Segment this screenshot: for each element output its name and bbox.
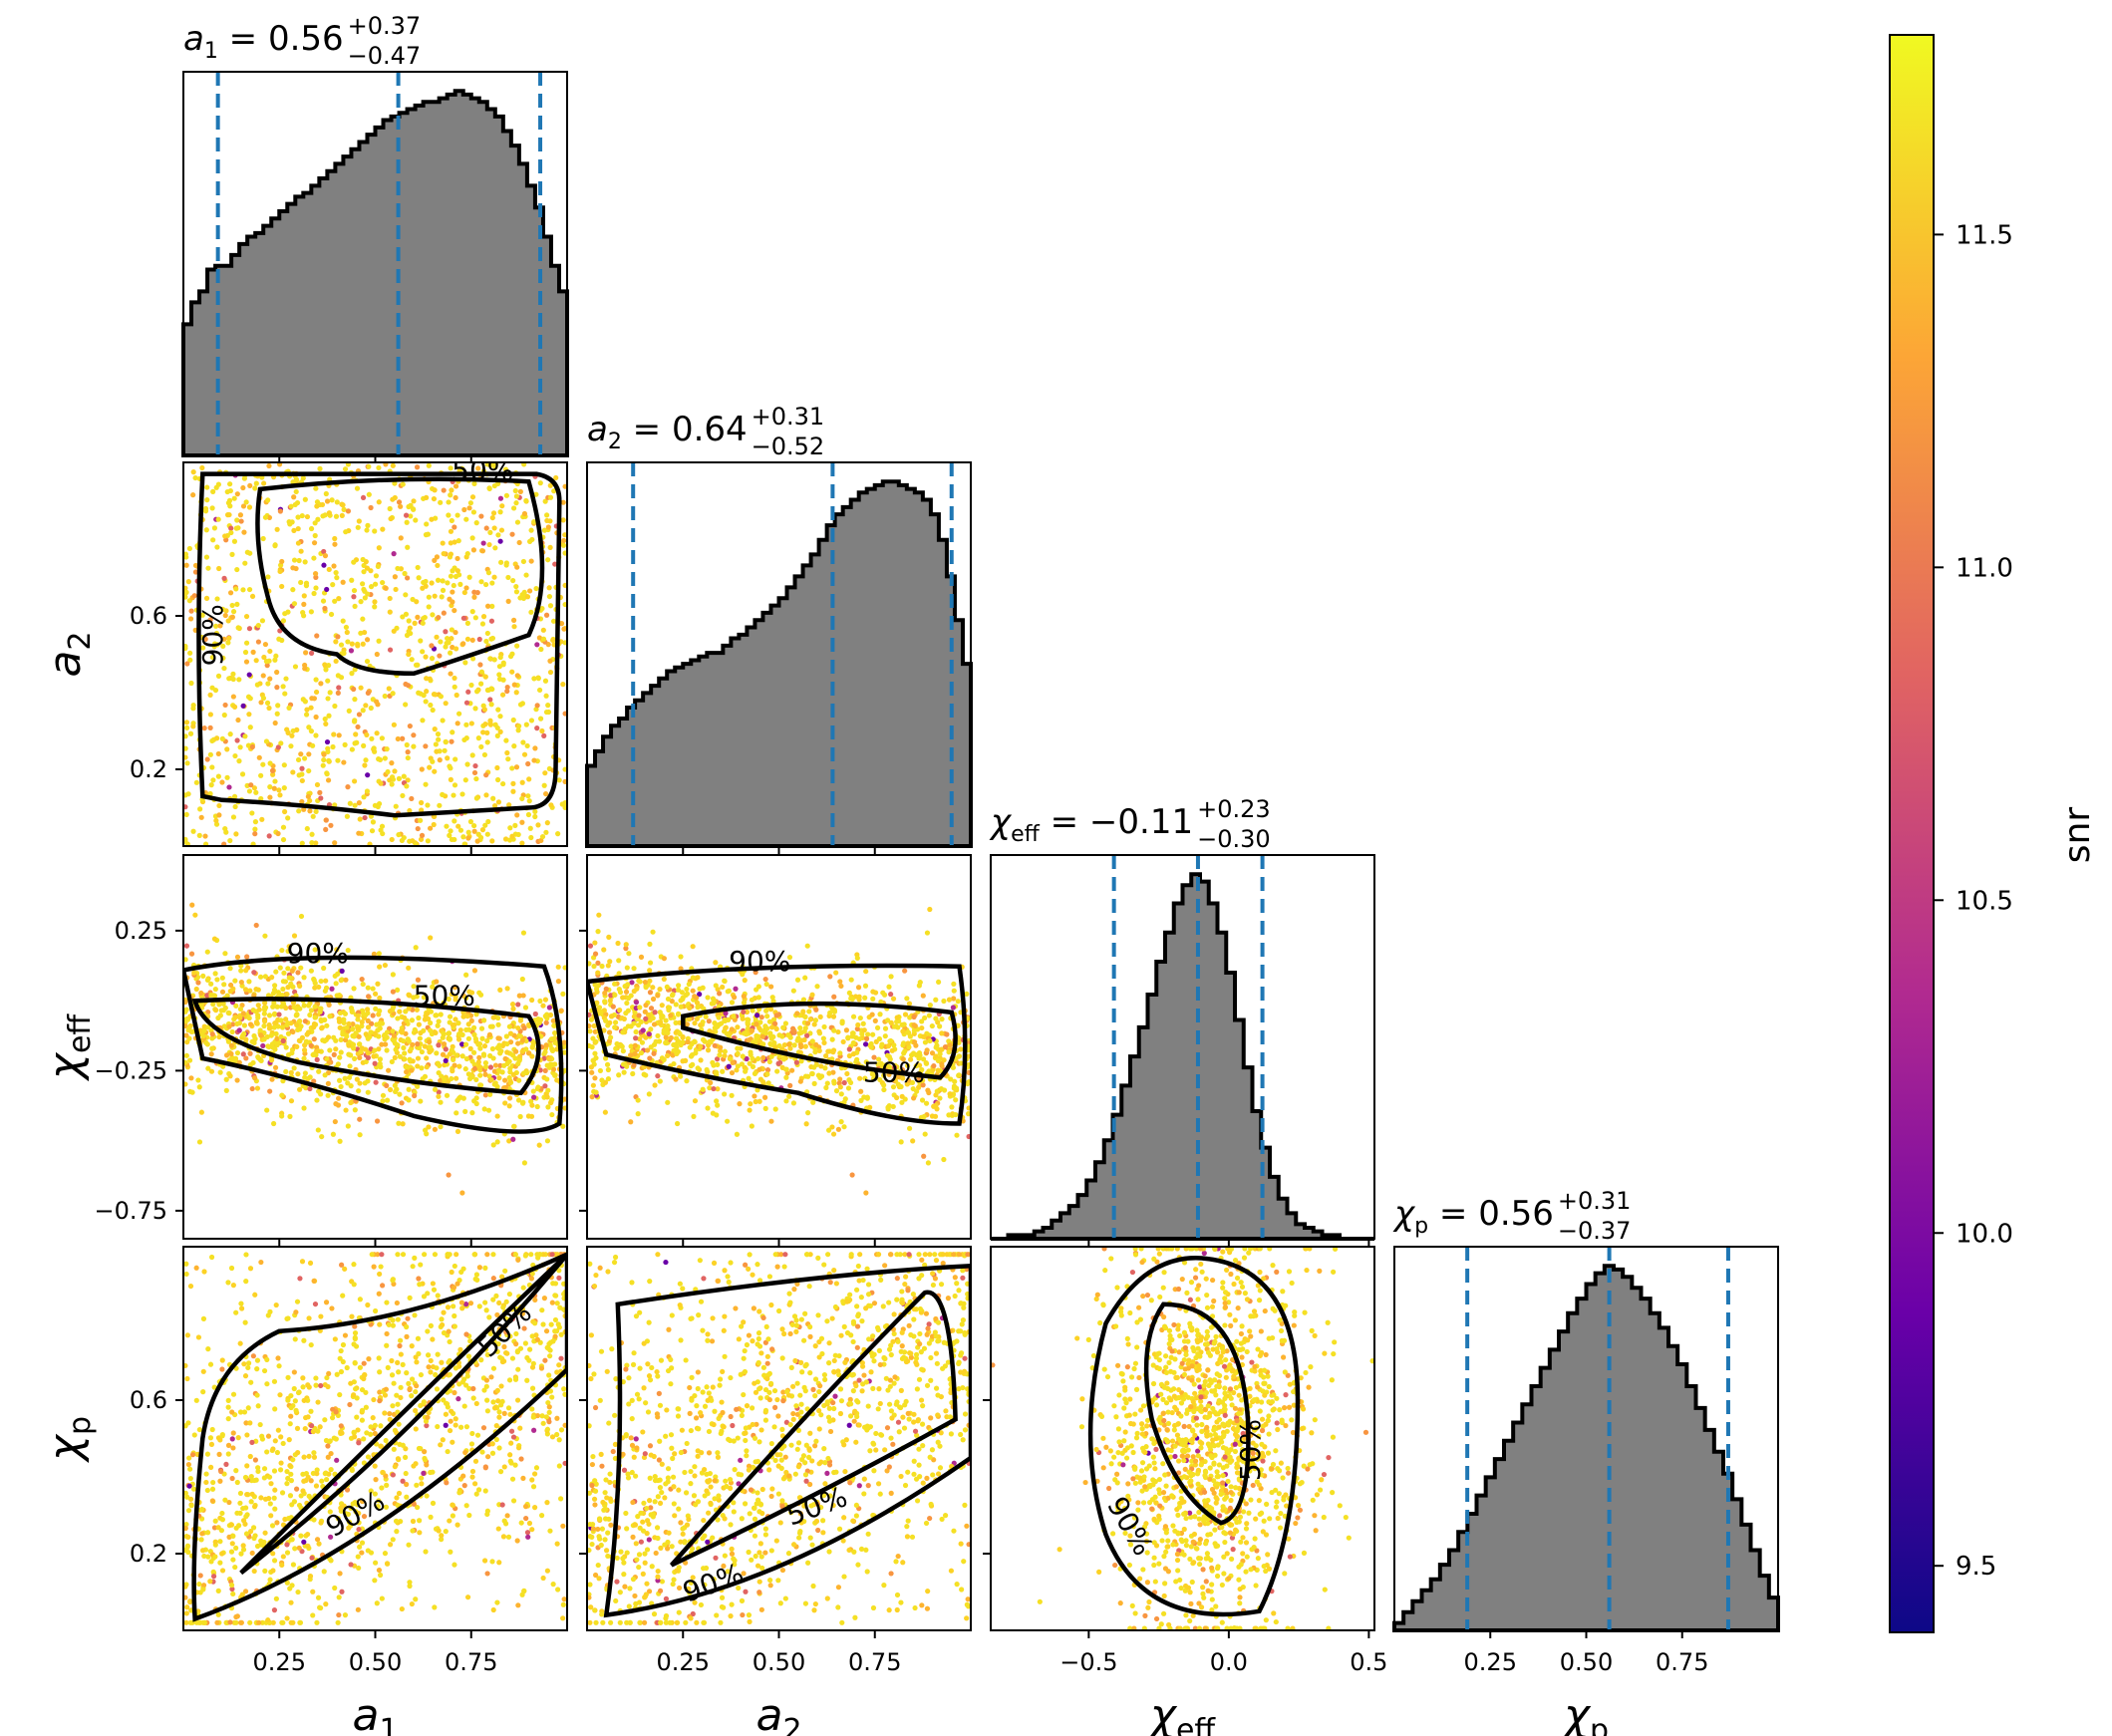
x-tick-label-chi_p: 0.25 xyxy=(1464,1648,1517,1676)
x-axis-label-a1: a1 xyxy=(352,1690,398,1736)
y-tick-label-a2: 0.2 xyxy=(130,755,167,783)
title-minus-chi_eff: −0.30 xyxy=(1197,825,1271,853)
contour-90 xyxy=(183,955,564,1134)
x-tick-label-a2: 0.50 xyxy=(753,1648,805,1676)
hist-panel-chi_eff: χeff = −0.11 +0.23−0.30 xyxy=(989,795,1375,1241)
scatter-panel-chi_eff-vs-chi_p: 90%50% xyxy=(990,1246,1375,1631)
x-tick-label-chi_eff: 0.0 xyxy=(1210,1648,1248,1676)
colorbar-ticks: 9.5 10.0 10.5 11.0 11.5 xyxy=(1934,220,2013,1582)
x-tick-label-chi_eff: 0.5 xyxy=(1350,1648,1387,1676)
contour-90 xyxy=(587,963,968,1126)
contour-50 xyxy=(255,476,545,677)
contour-90 xyxy=(1087,1256,1301,1617)
colorbar-tick-label: 10.0 xyxy=(1956,1219,2013,1249)
y-tick-label-chi_eff: −0.25 xyxy=(94,1056,167,1084)
scatter-frame xyxy=(182,854,568,1240)
colorbar: 9.5 10.0 10.5 11.0 11.5 snr xyxy=(1889,34,2098,1633)
scatter-points: 90% 50% xyxy=(587,906,971,1196)
y-axis-label-a2: a2 xyxy=(40,631,98,677)
histogram-a2 xyxy=(585,479,973,848)
y-tick-label-chi_eff: −0.75 xyxy=(94,1197,167,1225)
contour-50 xyxy=(681,1001,958,1080)
scatter-frame xyxy=(990,1246,1375,1631)
histogram-chi_p xyxy=(1392,1264,1780,1632)
x-tick-label-a2: 0.25 xyxy=(657,1648,710,1676)
x-tick-label-a1: 0.75 xyxy=(445,1648,497,1676)
title-plus-chi_eff: +0.23 xyxy=(1197,795,1271,823)
scatter-panel-a2-vs-chi_p: 90%50% xyxy=(586,1246,972,1631)
colorbar-tick-label: 11.0 xyxy=(1956,553,2013,583)
contour-label: 90% xyxy=(287,937,349,970)
scatter-points: 90% 50% xyxy=(183,902,567,1196)
contour-label: 50% xyxy=(452,454,513,487)
title-chi_p: χp = 0.56 xyxy=(1392,1194,1554,1239)
contour-50 xyxy=(1143,1302,1251,1526)
scatter-panel-a1-vs-chi_p: 90%50% xyxy=(182,1246,568,1631)
hist-panel-chi_p: χp = 0.56 +0.31−0.37 xyxy=(1392,1187,1780,1632)
title-plus-a2: +0.31 xyxy=(752,403,825,431)
histogram-a1 xyxy=(181,89,569,457)
scatter-points: 90%50% xyxy=(183,1252,567,1625)
title-chi_eff: χeff = −0.11 xyxy=(989,802,1193,847)
contour-90 xyxy=(603,1264,971,1618)
y-tick-label-chi_eff: 0.25 xyxy=(115,917,167,945)
hist-frame-chi_eff xyxy=(990,854,1375,1240)
title-plus-a1: +0.37 xyxy=(348,12,422,40)
title-minus-a2: −0.52 xyxy=(752,433,825,460)
contour-90 xyxy=(196,471,562,818)
y-tick-label-a2: 0.6 xyxy=(130,602,167,630)
title-plus-chi_p: +0.31 xyxy=(1558,1187,1632,1215)
hist-panel-a1: a1 = 0.56 +0.37−0.47 xyxy=(181,12,569,457)
x-axis-label-chi_eff: χeff xyxy=(1148,1690,1217,1736)
title-minus-a1: −0.47 xyxy=(348,42,422,70)
colorbar-tick-label: 9.5 xyxy=(1956,1552,1996,1582)
scatter-panel-a2-vs-chi_eff: 90% 50% xyxy=(586,854,972,1240)
y-tick-label-chi_p: 0.6 xyxy=(130,1386,167,1414)
y-axis-label-chi_p: χp xyxy=(40,1416,98,1463)
colorbar-gradient xyxy=(1889,34,1935,1633)
scatter-panel-a1-vs-a2: 90% 50% xyxy=(182,454,568,847)
contour-50 xyxy=(670,1290,958,1568)
contour-label: 50% xyxy=(414,979,475,1012)
contour-label: 50% xyxy=(863,1055,925,1088)
contour-50 xyxy=(191,997,541,1096)
contour-label: 90% xyxy=(679,1557,749,1608)
contour-label: 50% xyxy=(1234,1419,1267,1481)
contour-50 xyxy=(239,1253,567,1576)
hist-panel-a2: a2 = 0.64 +0.31−0.52 xyxy=(585,403,973,848)
histogram-chi_eff xyxy=(991,872,1374,1241)
title-a2: a2 = 0.64 xyxy=(587,410,748,454)
x-tick-label-chi_p: 0.50 xyxy=(1560,1648,1613,1676)
title-minus-chi_p: −0.37 xyxy=(1558,1217,1632,1245)
contour-90 xyxy=(191,1252,567,1622)
colorbar-label: snr xyxy=(2057,807,2098,864)
title-a1: a1 = 0.56 xyxy=(183,19,344,64)
x-axis-label-a2: a2 xyxy=(755,1690,801,1736)
contour-label: 90% xyxy=(729,945,790,978)
colorbar-tick-label: 11.5 xyxy=(1956,220,2013,250)
y-tick-label-chi_p: 0.2 xyxy=(130,1540,167,1568)
scatter-panel-a1-vs-chi_eff: 90% 50% xyxy=(182,854,568,1240)
x-tick-label-chi_eff: −0.5 xyxy=(1059,1648,1117,1676)
x-axis-label-chi_p: χp xyxy=(1562,1690,1609,1736)
x-tick-label-a2: 0.75 xyxy=(848,1648,901,1676)
scatter-points: 90% 50% xyxy=(183,454,567,846)
y-axis-label-chi_eff: χeff xyxy=(40,1013,98,1082)
contour-label: 90% xyxy=(196,604,229,666)
scatter-points: 90%50% xyxy=(587,1252,971,1625)
scatter-points: 90%50% xyxy=(991,1247,1374,1630)
x-tick-label-chi_p: 0.75 xyxy=(1656,1648,1708,1676)
x-tick-label-a1: 0.25 xyxy=(253,1648,306,1676)
colorbar-tick-label: 10.5 xyxy=(1956,886,2013,916)
x-tick-label-a1: 0.50 xyxy=(349,1648,402,1676)
